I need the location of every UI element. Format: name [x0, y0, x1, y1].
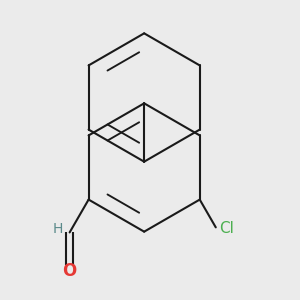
Text: Cl: Cl — [219, 221, 234, 236]
Text: H: H — [52, 222, 63, 236]
Text: O: O — [62, 262, 77, 280]
